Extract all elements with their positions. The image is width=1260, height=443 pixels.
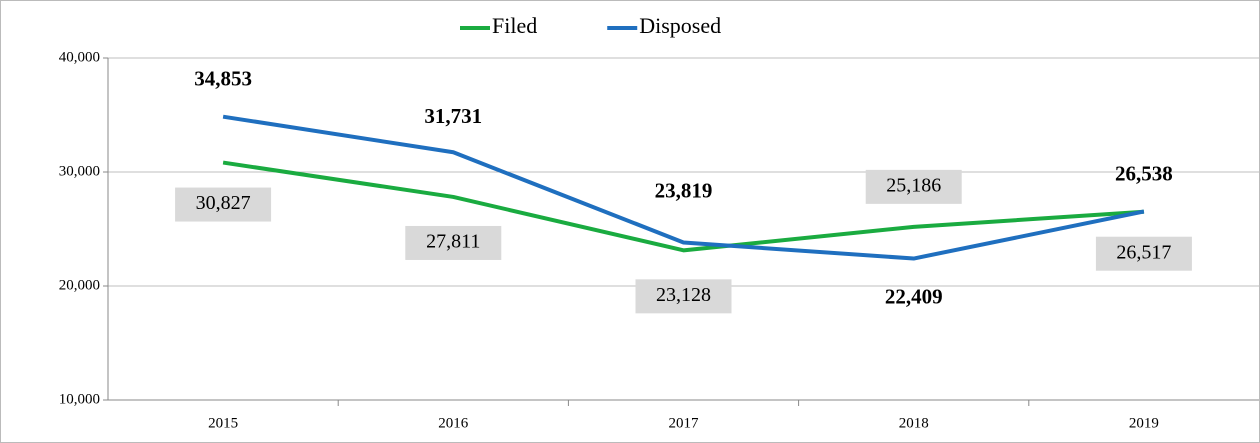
- data-label: 23,819: [655, 178, 713, 202]
- data-label: 27,811: [426, 231, 480, 253]
- data-label: 25,186: [886, 174, 941, 196]
- x-tick-label: 2016: [438, 415, 469, 431]
- data-label-box: [865, 169, 962, 204]
- data-label: 22,409: [885, 284, 943, 308]
- x-tick-label: 2019: [1129, 415, 1159, 431]
- data-label: 26,517: [1116, 241, 1171, 263]
- x-tick-label: 2015: [208, 415, 238, 431]
- y-tick-label: 10,000: [59, 391, 100, 407]
- data-label-box: [1095, 236, 1192, 271]
- series-line: [222, 114, 1145, 261]
- legend-label: Filed: [492, 13, 537, 38]
- data-label: 26,538: [1115, 161, 1173, 185]
- y-tick-label: 20,000: [59, 277, 100, 293]
- x-tick-label: 2017: [669, 415, 700, 431]
- series-line: [222, 160, 1145, 253]
- data-label: 30,827: [196, 192, 251, 214]
- data-label: 31,731: [424, 104, 482, 128]
- data-label: 34,853: [194, 66, 252, 90]
- y-tick-label: 40,000: [59, 49, 100, 65]
- y-tick-label: 30,000: [59, 163, 100, 179]
- data-label: 23,128: [656, 284, 711, 306]
- data-label-box: [635, 279, 732, 314]
- data-label-box: [175, 187, 272, 222]
- x-tick-label: 2018: [899, 415, 929, 431]
- legend-label: Disposed: [639, 13, 721, 38]
- data-label-box: [405, 225, 502, 260]
